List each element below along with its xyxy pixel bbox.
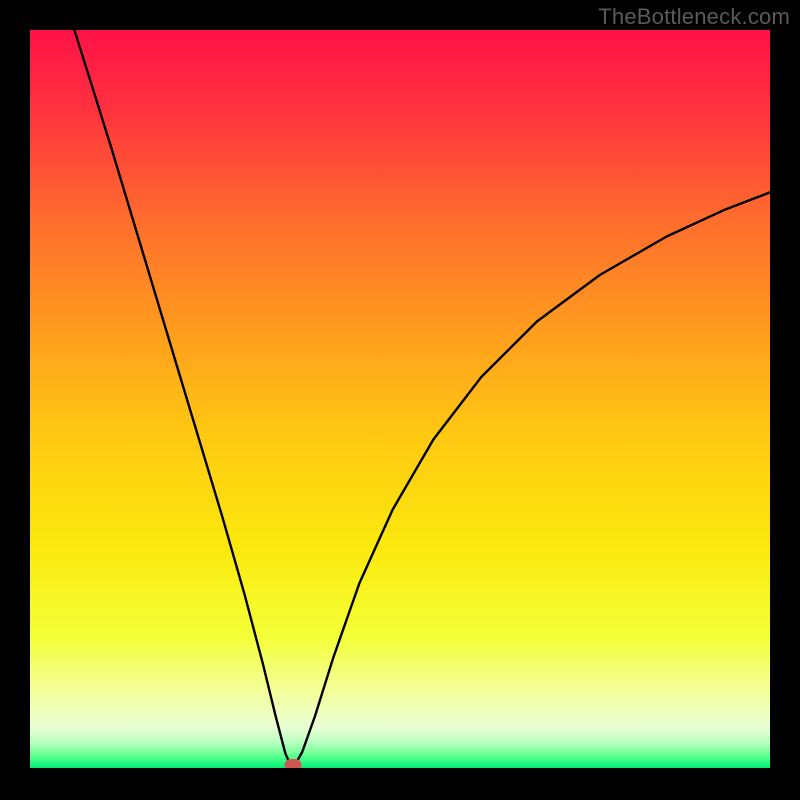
chart-minimum-marker — [284, 759, 301, 768]
chart-curve-path — [74, 30, 770, 765]
chart-plot-area — [30, 30, 770, 768]
chart-curve-svg — [30, 30, 770, 768]
chart-stage: TheBottleneck.com — [0, 0, 800, 800]
watermark-text: TheBottleneck.com — [598, 4, 790, 30]
